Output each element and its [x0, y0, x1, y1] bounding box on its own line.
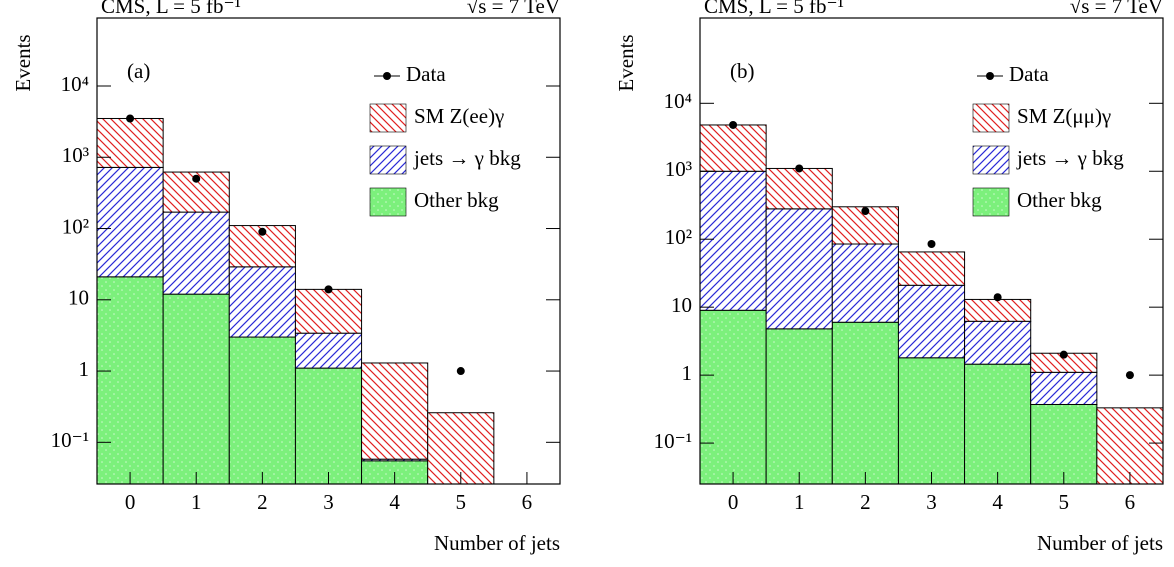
histogram-bar [97, 166, 164, 278]
data-point [927, 240, 936, 249]
chart-subtitle: √s = 7 TeV [1070, 0, 1163, 18]
legend-label: Other bkg [1017, 188, 1102, 212]
histogram-bar [765, 328, 833, 484]
histogram-bar [228, 266, 296, 338]
x-tick-label: 3 [926, 490, 937, 514]
histogram-bar [97, 117, 164, 168]
legend-label: jets → γ bkg [413, 146, 521, 170]
panel-label: (a) [127, 59, 150, 83]
y-tick-label: 1 [682, 361, 693, 385]
legend-swatch [972, 103, 1010, 133]
legend-swatch [369, 103, 407, 133]
histogram-bar [294, 367, 363, 484]
histogram-bar [294, 288, 363, 334]
y-tick-label: 10³ [62, 143, 89, 167]
y-tick-label: 10² [665, 225, 692, 249]
histogram-bar [897, 284, 966, 359]
x-tick-label: 0 [728, 490, 739, 514]
histogram-bar [1030, 403, 1098, 484]
histogram-bar [1096, 407, 1163, 484]
histogram [700, 120, 1163, 484]
panel: 10⁻¹ 1 10 10² 10³ 10⁴ 0 1 2 3 4 5 6 CMS, L = 5 fb⁻¹ √s… [614, 0, 1164, 555]
x-tick-label: 2 [860, 490, 871, 514]
data-point [795, 164, 804, 173]
data-point [324, 285, 333, 294]
histogram-bar [1030, 371, 1098, 405]
histogram-bar [964, 298, 1032, 322]
x-tick-label: 5 [1059, 490, 1070, 514]
histogram-bar [700, 309, 767, 484]
legend-label: Other bkg [414, 188, 499, 212]
y-axis-label: Events [11, 34, 35, 91]
x-tick-label: 6 [522, 490, 533, 514]
legend-marker [986, 72, 994, 80]
histogram-bar [765, 208, 833, 330]
x-tick-label: 3 [323, 490, 334, 514]
data-point [729, 120, 738, 129]
x-tick-label: 4 [992, 490, 1003, 514]
y-tick-label: 10² [62, 214, 89, 238]
data-point [1125, 371, 1134, 380]
x-axis-label: Number of jets [1037, 531, 1163, 555]
histogram-bar [361, 362, 429, 460]
x-tick-label: 2 [257, 490, 268, 514]
x-tick-label: 5 [456, 490, 467, 514]
panel: 10⁻¹ 1 10 10² 10³ 10⁴ 0 1 2 3 4 5 6 CMS, L = 5 fb⁻¹ √s… [11, 0, 561, 555]
x-tick-label: 0 [125, 490, 136, 514]
data-point [126, 114, 135, 123]
legend-swatch [972, 187, 1010, 217]
histogram-bar [964, 320, 1032, 365]
histogram-bar [294, 332, 363, 369]
y-tick-label: 10 [68, 286, 89, 310]
data-point [1059, 350, 1068, 359]
histogram-bar [765, 167, 833, 210]
y-tick-label: 1 [79, 357, 90, 381]
x-axis-label: Number of jets [434, 531, 560, 555]
y-tick-label: 10⁴ [664, 89, 692, 113]
histogram-bar [831, 321, 899, 484]
y-tick-label: 10⁻¹ [654, 429, 692, 453]
legend-swatch [369, 187, 407, 217]
data-point [993, 293, 1002, 302]
histogram-bar [162, 293, 230, 484]
x-tick-label: 1 [191, 490, 202, 514]
legend-marker [383, 72, 391, 80]
chart-subtitle: √s = 7 TeV [467, 0, 560, 18]
histogram-bar [964, 363, 1032, 484]
histogram-bar [700, 170, 767, 311]
y-tick-label: 10 [671, 293, 692, 317]
legend-label: SM Z(μμ)γ [1017, 104, 1111, 128]
x-tick-label: 1 [794, 490, 805, 514]
legend-swatch [369, 145, 407, 175]
legend-swatch [972, 145, 1010, 175]
data-point [192, 174, 201, 183]
x-tick-label: 4 [389, 490, 400, 514]
histogram-bar [228, 336, 296, 484]
histogram-bar [831, 243, 899, 323]
y-tick-label: 10⁴ [61, 72, 89, 96]
histogram-bar [700, 124, 767, 172]
y-axis-label: Events [614, 34, 638, 91]
histogram [97, 114, 495, 484]
histogram-bar [897, 251, 966, 286]
data-point [861, 207, 870, 216]
legend-label: jets → γ bkg [1016, 146, 1124, 170]
y-tick-label: 10⁻¹ [51, 428, 89, 452]
chart-title: CMS, L = 5 fb⁻¹ [704, 0, 844, 18]
legend-label: SM Z(ee)γ [414, 104, 504, 128]
legend-label: Data [1009, 62, 1049, 86]
panel-label: (b) [730, 59, 755, 83]
legend-label: Data [406, 62, 446, 86]
histogram-bar [897, 357, 966, 484]
histogram-bar [162, 211, 230, 295]
histogram-bar [97, 276, 164, 484]
x-tick-label: 6 [1125, 490, 1136, 514]
data-point [258, 227, 267, 236]
chart-title: CMS, L = 5 fb⁻¹ [101, 0, 241, 18]
y-tick-label: 10³ [665, 157, 692, 181]
data-point [456, 367, 465, 376]
